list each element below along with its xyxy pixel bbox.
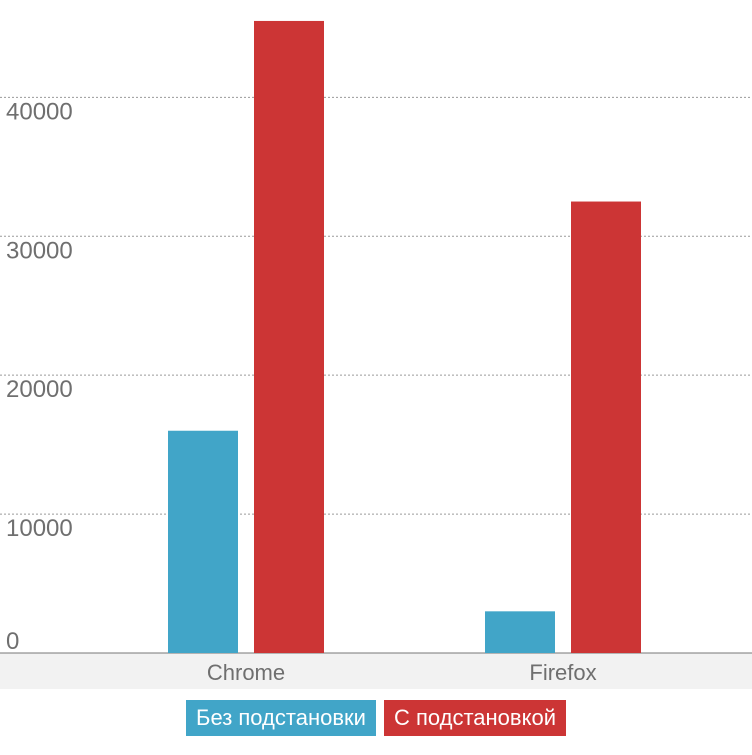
x-category-label: Firefox (529, 660, 596, 685)
y-axis-ticks: 0 10000 20000 30000 40000 (6, 98, 73, 655)
bar-chrome-series-0[interactable] (168, 430, 238, 653)
y-tick-label: 20000 (6, 376, 73, 403)
bar-firefox-series-0[interactable] (485, 611, 555, 653)
y-tick-label: 10000 (6, 515, 73, 542)
legend-item-s-podstanovkoy[interactable]: С подстановкой (383, 700, 566, 736)
bars (168, 20, 641, 654)
x-axis-band (0, 653, 752, 689)
bar-chrome-series-1[interactable] (254, 20, 324, 653)
bar-firefox-series-1[interactable] (571, 201, 641, 654)
legend-item-bez-podstanovki[interactable]: Без подстановки (186, 700, 376, 736)
legend: Без подстановки С подстановкой (0, 700, 752, 736)
y-tick-label: 30000 (6, 237, 73, 264)
y-tick-label: 0 (6, 628, 19, 655)
x-category-label: Chrome (207, 660, 285, 685)
y-tick-label: 40000 (6, 98, 73, 125)
x-axis-labels: Chrome Firefox (207, 660, 597, 685)
